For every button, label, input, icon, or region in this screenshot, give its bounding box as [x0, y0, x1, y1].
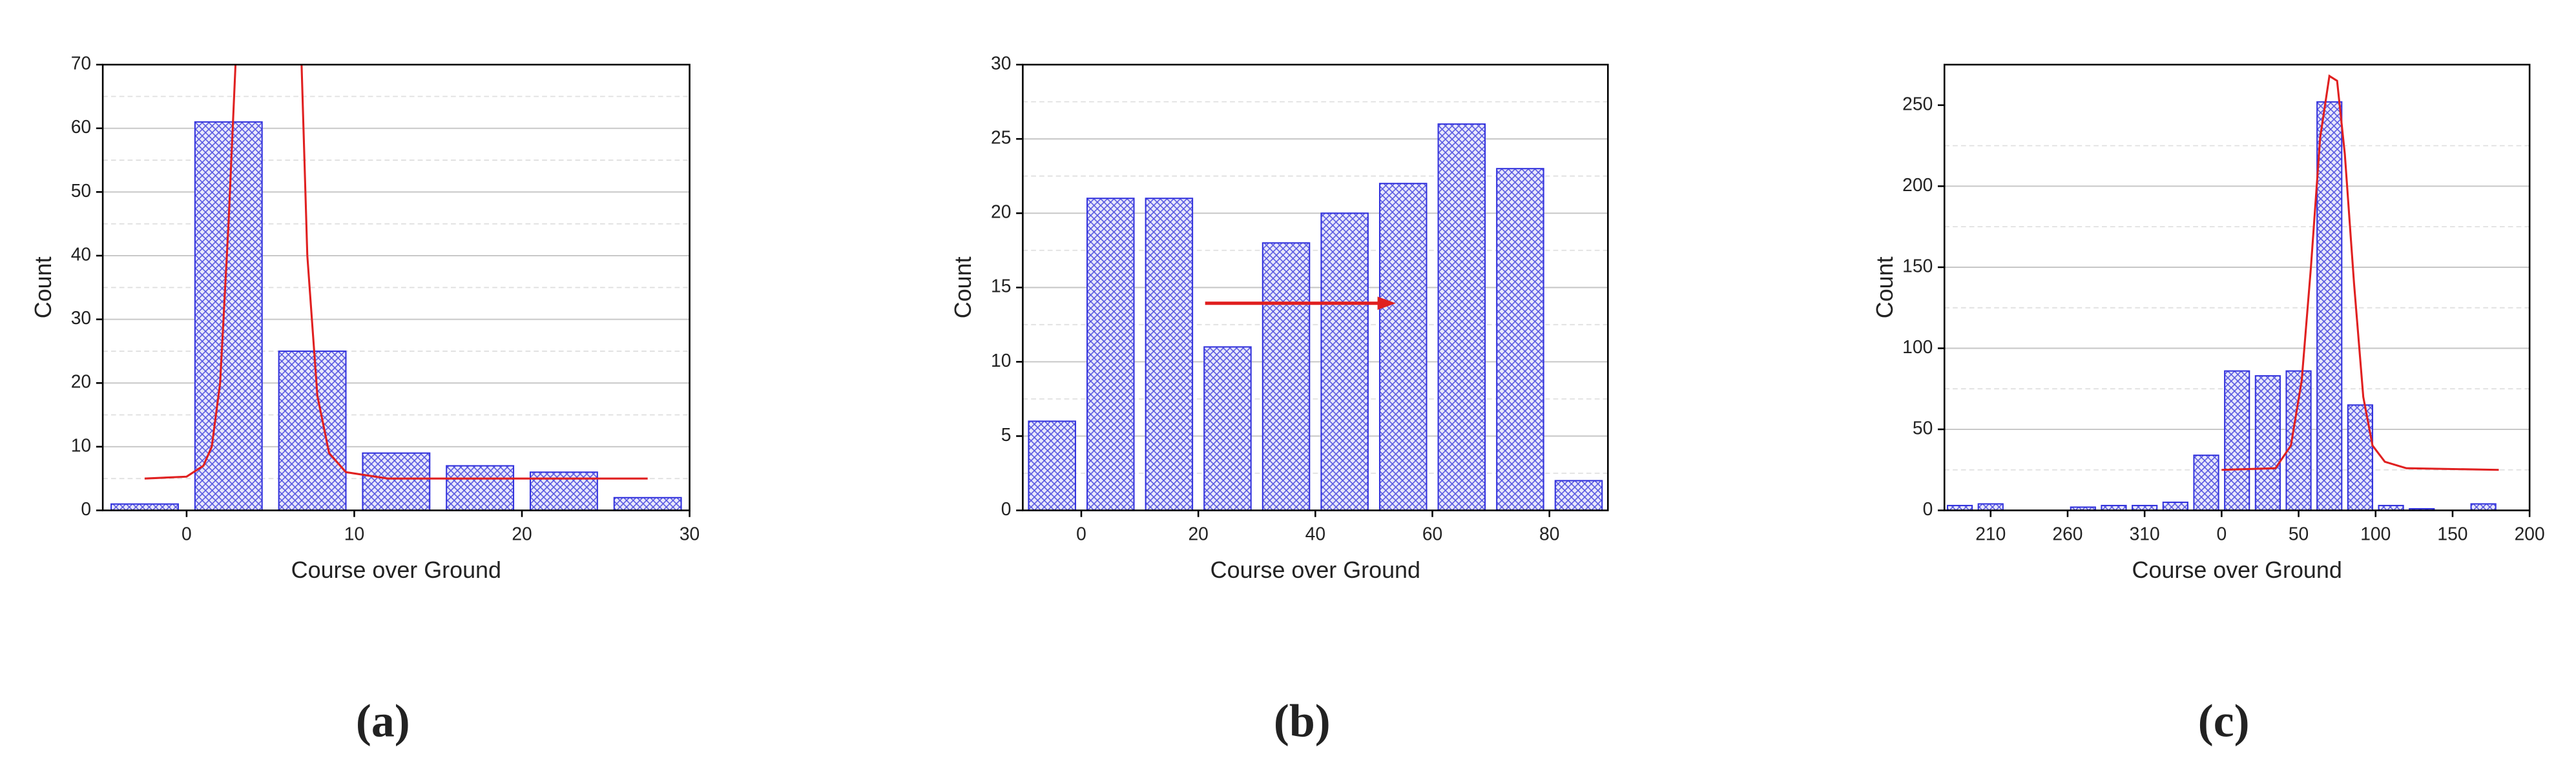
y-tick-label: 70: [71, 53, 91, 74]
bar: [1262, 242, 1311, 511]
fit-curve: [144, 65, 648, 480]
bar: [1320, 212, 1369, 511]
bar: [2316, 101, 2343, 511]
y-tick-label: 5: [1001, 424, 1012, 445]
bar: [2193, 455, 2219, 511]
y-tick-label: 25: [991, 127, 1011, 148]
x-tick-label: 0: [182, 523, 192, 544]
y-tick-label: 20: [71, 371, 91, 392]
x-tick-label: 200: [2515, 523, 2545, 544]
x-tick-label: 210: [1975, 523, 2006, 544]
bar: [2285, 370, 2312, 511]
bar: [2254, 375, 2281, 511]
y-axis-label: Count: [30, 256, 56, 318]
x-axis-label: Course over Ground: [1210, 557, 1420, 583]
y-tick-label: 50: [71, 180, 91, 201]
x-tick-label: 20: [1188, 523, 1208, 544]
x-tick-label: 10: [344, 523, 364, 544]
y-tick-label: 0: [81, 498, 91, 519]
bar: [1554, 480, 1603, 511]
bar: [1203, 346, 1252, 511]
y-tick-label: 10: [71, 435, 91, 455]
x-tick-label: 150: [2437, 523, 2467, 544]
bar: [362, 452, 431, 511]
y-tick-label: 150: [1902, 255, 1933, 276]
x-tick-label: 20: [512, 523, 532, 544]
bar: [278, 350, 347, 511]
x-tick-label: 0: [2217, 523, 2227, 544]
y-tick-label: 50: [1913, 417, 1933, 438]
bar: [194, 121, 263, 511]
x-axis-label: Course over Ground: [2132, 557, 2342, 583]
fit-curve: [2221, 74, 2499, 471]
chart: 0 50 100 150 200 250 210 260 310 0 50 100 150 200 Cour…: [1871, 63, 2545, 747]
bar: [1145, 198, 1194, 511]
x-tick-label: 40: [1305, 523, 1325, 544]
y-axis-label: Count: [1871, 256, 1898, 318]
y-tick-label: 10: [991, 350, 1011, 371]
x-tick-label: 0: [1076, 523, 1086, 544]
annotation-arrow: [1205, 296, 1396, 310]
x-tick-label: 50: [2289, 523, 2309, 544]
bar: [446, 465, 515, 511]
bar: [1378, 183, 1428, 511]
x-tick-label: 80: [1539, 523, 1559, 544]
y-tick-label: 20: [991, 201, 1011, 222]
y-tick-label: 40: [71, 243, 91, 264]
bar: [1086, 198, 1135, 511]
y-tick-label: 250: [1902, 93, 1933, 114]
bar: [1977, 503, 2004, 511]
bar: [1437, 123, 1486, 511]
y-axis-label: Count: [950, 256, 976, 318]
y-tick-label: 60: [71, 116, 91, 137]
bar: [2162, 501, 2188, 511]
chart: 0 5 10 15 20 25 30 0 20 40 60 80 Course over Ground C…: [950, 53, 1609, 747]
plot-frame: [1943, 63, 2531, 511]
x-tick-label: 310: [2130, 523, 2160, 544]
bar: [110, 503, 179, 511]
caption: (b): [1274, 695, 1331, 747]
x-tick-label: 260: [2052, 523, 2083, 544]
y-tick-label: 100: [1902, 336, 1933, 357]
y-tick-label: 15: [991, 276, 1011, 296]
bar: [1496, 168, 1544, 511]
y-tick-label: 200: [1902, 174, 1933, 195]
bar: [2470, 503, 2497, 511]
y-tick-label: 30: [991, 53, 1011, 74]
caption: (c): [2198, 695, 2250, 747]
x-tick-label: 30: [680, 523, 700, 544]
x-tick-label: 100: [2360, 523, 2391, 544]
chart: 0 10 20 30 40 50 60 70 0 10 20 30 Course over Ground…: [30, 53, 700, 747]
y-tick-label: 30: [71, 307, 91, 328]
bar: [1028, 420, 1076, 511]
bar: [2224, 370, 2250, 511]
y-tick-label: 0: [1923, 498, 1933, 519]
x-tick-label: 60: [1422, 523, 1442, 544]
plot-frame: [1022, 63, 1609, 511]
bar: [613, 496, 682, 511]
plot-frame: [101, 63, 691, 511]
y-tick-label: 0: [1001, 498, 1012, 519]
caption: (a): [356, 695, 410, 747]
x-axis-label: Course over Ground: [291, 557, 501, 583]
